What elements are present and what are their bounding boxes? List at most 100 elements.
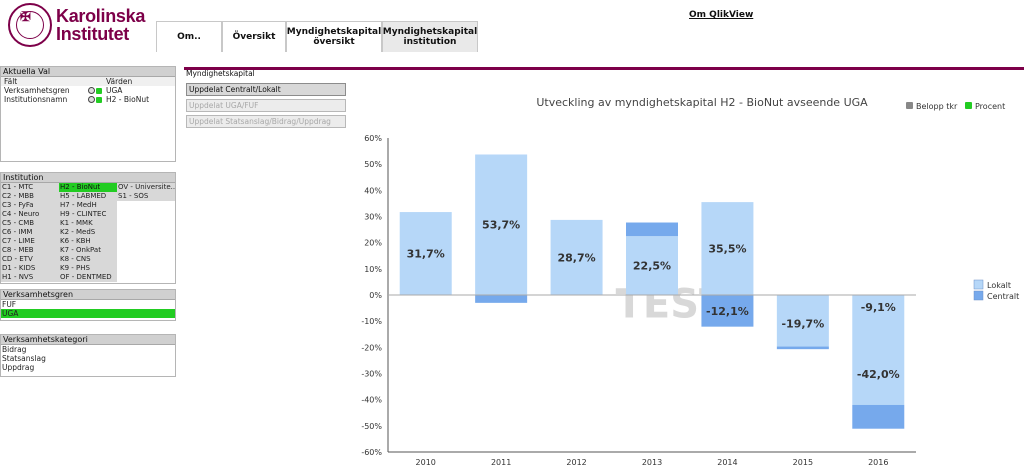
bar-lokalt-2013[interactable]	[626, 236, 678, 295]
y-tick-label: 60%	[364, 134, 382, 143]
chart-title: Utveckling av myndighetskapital H2 - Bio…	[536, 96, 868, 109]
y-tick-label: -10%	[361, 317, 382, 326]
current-selections-title: Aktuella Val	[1, 67, 175, 77]
institution-item-selected[interactable]: H2 - BioNut	[59, 183, 117, 192]
empty-cell	[117, 237, 175, 246]
x-tick-label: 2016	[868, 458, 888, 467]
procent-toggle-label[interactable]: Procent	[975, 102, 1005, 111]
y-tick-label: 0%	[369, 291, 382, 300]
institution-item[interactable]: H9 - CLINTEC	[59, 210, 117, 219]
verksamhetskategori-item[interactable]: Statsanslag	[2, 354, 46, 363]
institution-grid: C1 - MTC H2 - BioNut OV - Universite... C2 …	[1, 183, 175, 282]
empty-cell	[117, 201, 175, 210]
institution-item[interactable]: C7 - LIME	[1, 237, 59, 246]
bar-lokalt-2011[interactable]	[475, 154, 528, 295]
selection-field: Institutionsnamn	[4, 95, 68, 104]
y-tick-label: -60%	[361, 448, 382, 457]
institution-item[interactable]: K9 - PHS	[59, 264, 117, 273]
bar-lokalt-2016[interactable]	[852, 295, 905, 405]
institution-item[interactable]: K2 - MedS	[59, 228, 117, 237]
verksamhetsgren-title: Verksamhetsgren	[1, 290, 175, 300]
empty-cell	[117, 264, 175, 273]
selection-value: H2 - BioNut	[106, 95, 150, 104]
y-tick-label: 10%	[364, 265, 382, 274]
bar-lokalt-2010[interactable]	[399, 212, 452, 295]
institution-item[interactable]: C3 - FyFa	[1, 201, 59, 210]
uppdelat-uga-fuf-button[interactable]: Uppdelat UGA/FUF	[186, 99, 346, 112]
verksamhetskategori-title: Verksamhetskategori	[1, 335, 175, 345]
bar-centralt-2011[interactable]	[475, 295, 528, 303]
bar-lokalt-2012[interactable]	[550, 219, 603, 295]
section-title: Myndighetskapital	[186, 69, 255, 78]
selection-row: Institutionsnamn H2 - BioNut	[1, 95, 175, 104]
about-qlikview-link[interactable]: Om QlikView	[689, 10, 754, 20]
x-tick-label: 2015	[793, 458, 813, 467]
x-tick-label: 2011	[491, 458, 511, 467]
bar-centralt-2016[interactable]	[852, 404, 905, 429]
karolinska-logo: ✠ Karolinska Institutet	[8, 3, 148, 49]
institution-item[interactable]: S1 - SÖS	[117, 192, 175, 201]
procent-toggle-icon[interactable]	[965, 102, 972, 109]
y-tick-label: -40%	[361, 396, 382, 405]
tab-om[interactable]: Om..	[156, 21, 222, 52]
x-tick-label: 2013	[642, 458, 662, 467]
institution-item[interactable]: CD - ETV	[1, 255, 59, 264]
verksamhetskategori-item[interactable]: Bidrag	[2, 345, 27, 354]
belopp-toggle-label[interactable]: Belopp tkr	[916, 102, 958, 111]
institution-item[interactable]: OF - DENTMED	[59, 273, 117, 282]
bar-centralt-2014[interactable]	[701, 295, 754, 327]
empty-cell	[117, 219, 175, 228]
bar-lokalt-2014[interactable]	[701, 202, 754, 295]
institution-item[interactable]: H5 - LABMED	[59, 192, 117, 201]
institution-item[interactable]: K6 - KBH	[59, 237, 117, 246]
myndighetskapital-chart: Utveckling av myndighetskapital H2 - Bio…	[361, 96, 1019, 467]
x-tick-label: 2014	[717, 458, 737, 467]
empty-cell	[117, 246, 175, 255]
data-label: -19,7%	[781, 317, 824, 330]
institution-item[interactable]: C6 - IMM	[1, 228, 59, 237]
legend-label-lokalt: Lokalt	[987, 281, 1011, 290]
empty-cell	[117, 210, 175, 219]
institution-item[interactable]: C1 - MTC	[1, 183, 59, 192]
institution-item[interactable]: OV - Universite...	[117, 183, 175, 192]
logo-line-1: Karolinska	[56, 6, 146, 26]
lock-status-icon	[96, 96, 102, 103]
institution-item[interactable]: D1 - KIDS	[1, 264, 59, 273]
institution-item[interactable]: H1 - NVS	[1, 273, 59, 282]
x-tick-label: 2012	[566, 458, 586, 467]
data-label: 28,7%	[557, 251, 595, 264]
institution-item[interactable]: C5 - CMB	[1, 219, 59, 228]
data-label: -12,1%	[706, 305, 749, 318]
clear-selection-icon[interactable]	[88, 87, 95, 94]
uppdelat-centralt-lokalt-button[interactable]: Uppdelat Centralt/Lokalt	[186, 83, 346, 96]
institution-item[interactable]: K7 - OnkPat	[59, 246, 117, 255]
y-tick-label: 40%	[364, 186, 382, 195]
institution-item[interactable]: C2 - MBB	[1, 192, 59, 201]
data-label: -9,1%	[861, 301, 896, 314]
belopp-toggle-icon[interactable]	[906, 102, 913, 109]
tab-myndighetskapital-institution[interactable]: Myndighetskapital institution	[382, 21, 478, 52]
verksamhetsgren-item-selected[interactable]: UGA	[1, 309, 175, 318]
bar-lokalt-2015[interactable]	[776, 295, 829, 347]
tab-oversikt[interactable]: Översikt	[222, 21, 286, 52]
bar-centralt-2013[interactable]	[626, 222, 678, 237]
verksamhetsgren-item[interactable]: FUF	[1, 300, 175, 309]
x-tick-label: 2010	[416, 458, 436, 467]
y-tick-label: 20%	[364, 239, 382, 248]
institution-item[interactable]: C4 - Neuro	[1, 210, 59, 219]
institution-item[interactable]: K8 - CNS	[59, 255, 117, 264]
institution-item[interactable]: K1 - MMK	[59, 219, 117, 228]
empty-cell	[117, 228, 175, 237]
verksamhetskategori-listbox: Verksamhetskategori Bidrag Statsanslag U…	[0, 334, 176, 377]
verksamhetskategori-item[interactable]: Uppdrag	[2, 363, 35, 372]
data-label: -42,0%	[857, 368, 900, 381]
uppdelat-statsanslag-button[interactable]: Uppdelat Statsanslag/Bidrag/Uppdrag	[186, 115, 346, 128]
tab-myndighetskapital-oversikt[interactable]: Myndighetskapital översikt	[286, 21, 382, 52]
selection-field: Verksamhetsgren	[4, 86, 70, 95]
bar-centralt-2015[interactable]	[776, 346, 829, 350]
institution-item[interactable]: C8 - MEB	[1, 246, 59, 255]
clear-selection-icon[interactable]	[88, 96, 95, 103]
institution-item[interactable]: H7 - MedH	[59, 201, 117, 210]
y-tick-label: 30%	[364, 213, 382, 222]
lock-status-icon	[96, 87, 102, 94]
